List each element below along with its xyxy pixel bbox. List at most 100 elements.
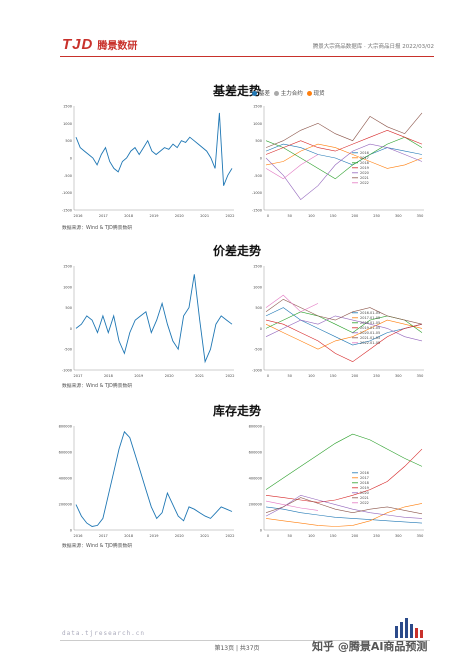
y-tick-label: 400000 [249,477,262,481]
y-tick-label: -500 [64,348,72,352]
x-tick-label: 250 [373,214,380,218]
x-tick-label: 2019 [150,214,159,218]
x-tick-label: 2022 [226,374,235,378]
y-tick-label: 1500 [253,105,262,109]
watermark-text: 知乎 @腾景AI商品预测 [312,640,428,653]
y-tick-label: -1000 [252,369,262,373]
legend-label: 2022.01-05 [360,341,380,345]
source-note-spread: 数据来源：Wind & TJD腾景数研 [62,384,133,389]
x-tick-label: 0 [267,214,269,218]
legend-label: 2020 [360,491,369,495]
x-tick-label: 150 [330,374,337,378]
x-tick-label: 0 [267,534,269,538]
series-line [265,319,423,350]
series-line [265,294,319,313]
x-tick-label: 2018 [124,214,133,218]
y-tick-label: 600000 [249,451,262,455]
x-tick-label: 100 [308,534,315,538]
x-tick-label: 2018 [124,534,133,538]
y-tick-label: -1500 [252,209,262,213]
x-tick-label: 250 [373,374,380,378]
legend-label: 2019 [360,486,369,490]
y-tick-label: 500 [255,139,262,143]
y-tick-label: 500 [255,306,262,310]
x-tick-label: 150 [330,534,337,538]
x-tick-label: 150 [330,214,337,218]
y-tick-label: 0 [260,157,262,161]
x-tick-label: 100 [308,374,315,378]
section-title-basis: 基差走势 [212,84,261,98]
y-tick-label: 800000 [59,425,72,429]
y-tick-label: 200000 [59,503,72,507]
x-tick-label: 300 [395,534,402,538]
legend-label: 2020 [360,171,369,175]
series-line [265,143,423,166]
y-tick-label: -1000 [62,369,72,373]
chart-inventory-seasonal: 800000 600000 400000 200000 0 0 50 100 150 200 250… [248,422,428,542]
header-divider [60,56,434,57]
series-line [265,129,423,155]
series-line [75,274,233,364]
x-tick-label: 50 [287,374,291,378]
chart-svg: 1500 1000 500 0 -500 -1000 0 50 100 150 200 250 300 3… [252,265,424,378]
y-tick-label: 0 [70,157,72,161]
chart-inventory-ts: 800000 600000 400000 200000 0 2016 2017 2018 201… [58,422,238,542]
legend-label: 2018.01-05 [360,321,380,325]
footer-url[interactable]: data.tjresearch.cn [62,630,146,637]
legend-label: 2021 [360,176,369,180]
chart-basis-seasonal: 1500 1000 500 0 -500 -1000 -1500 0 50 100 150 200 25… [248,102,428,222]
legend-label: 2021 [360,496,369,500]
x-tick-label: 350 [417,534,424,538]
source-note-inventory: 数据来源：Wind & TJD腾景数研 [62,544,133,549]
chart-spread-seasonal: 1500 1000 500 0 -500 -1000 0 50 100 150 200 250 300 3… [248,262,428,382]
legend-label: 2017 [360,476,369,480]
y-tick-label: 1000 [253,285,262,289]
x-tick-label: 300 [395,374,402,378]
brand-logo: TJD 腾景数研 [62,36,137,53]
series-line [265,503,423,527]
y-tick-label: -1000 [252,191,262,195]
x-tick-label: 2017 [74,374,83,378]
legend-main: 主力合约 [280,91,303,97]
y-tick-label: 1000 [63,285,72,289]
y-tick-label: 200000 [249,503,262,507]
series-line [265,143,423,201]
legend-basis: 基差 [259,91,271,97]
y-tick-label: 500 [65,306,72,310]
y-tick-label: 0 [70,529,72,533]
x-tick-label: 200 [352,534,359,538]
x-tick-label: 2021 [200,534,209,538]
x-tick-label: 2021 [195,374,204,378]
x-tick-label: 300 [395,214,402,218]
series-line [265,307,423,346]
series-line [75,430,233,527]
y-tick-label: 500 [65,139,72,143]
legend-label: 2016 [360,471,369,475]
y-tick-label: 800000 [249,425,262,429]
y-tick-label: 0 [260,529,262,533]
legend-label: 2019 [360,166,369,170]
series-line [265,112,423,148]
x-tick-label: 2016 [74,534,83,538]
legend-label: 2022 [360,501,369,505]
x-tick-label: 2021 [200,214,209,218]
series-line [265,143,423,169]
y-tick-label: -1000 [62,191,72,195]
series-line [265,136,423,180]
x-tick-label: 350 [417,214,424,218]
x-tick-label: 50 [287,534,291,538]
legend-label: 2021.01-05 [360,336,380,340]
y-tick-label: -1500 [62,209,72,213]
x-tick-label: 2022 [226,534,235,538]
logo-text: 腾景数研 [97,41,138,52]
y-tick-label: 0 [260,327,262,331]
report-name: 腾景大宗商品数据库 · 大宗商品日报 [312,44,401,50]
legend-label: 2017 [360,156,369,160]
legend-label: 2016 [360,151,369,155]
y-tick-label: 0 [70,327,72,331]
bar-logo-icon [395,618,423,638]
series-line [75,112,233,186]
y-tick-label: -500 [254,348,262,352]
y-tick-label: 1500 [63,105,72,109]
